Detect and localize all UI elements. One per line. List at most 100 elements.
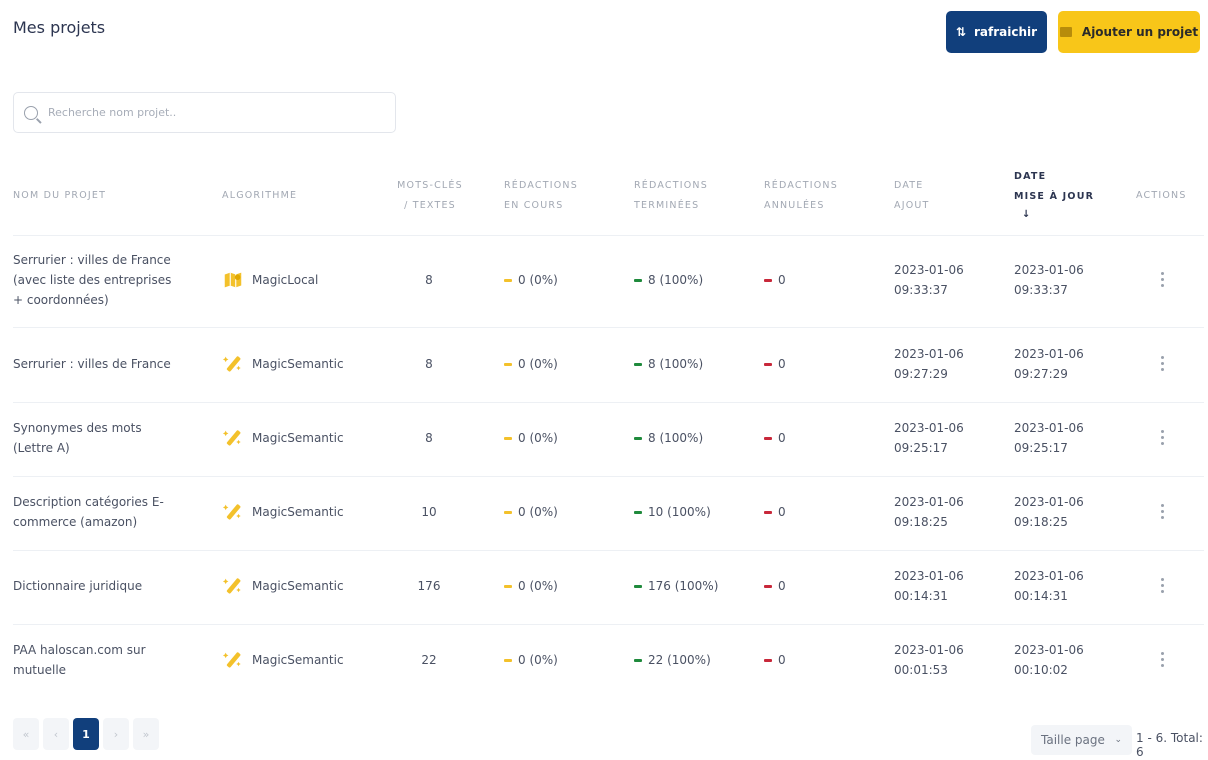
row-divider xyxy=(13,624,1204,625)
keywords-count: 176 xyxy=(417,579,441,593)
more-actions-icon[interactable] xyxy=(1155,354,1169,372)
date-updated-day: 2023-01-06 xyxy=(1014,643,1084,657)
header-project-name[interactable]: NOM DU PROJET xyxy=(13,190,107,201)
project-name-link[interactable]: PAA haloscan.com sur mutuelle xyxy=(13,643,146,677)
refresh-button-label: rafraichir xyxy=(974,25,1038,39)
keywords-count: 22 xyxy=(421,653,437,667)
more-actions-icon[interactable] xyxy=(1155,650,1169,668)
more-actions-icon[interactable] xyxy=(1155,576,1169,594)
date-added-day: 2023-01-06 xyxy=(894,569,964,583)
cancelled-value: 0 xyxy=(778,653,786,667)
header-done[interactable]: RÉDACTIONS TERMINÉES xyxy=(634,176,708,216)
done-status: 8 (100%) xyxy=(634,354,703,374)
done-marker xyxy=(634,278,642,282)
date-added-day: 2023-01-06 xyxy=(894,421,964,435)
magic-wand-icon xyxy=(222,501,244,523)
magic-wand-icon xyxy=(222,427,244,449)
date-updated-time: 09:25:17 xyxy=(1014,441,1068,455)
page-1-button[interactable]: 1 xyxy=(73,718,99,750)
project-name-link[interactable]: Synonymes des mots (Lettre A) xyxy=(13,421,142,455)
cancelled-marker xyxy=(764,584,772,588)
date-updated-day: 2023-01-06 xyxy=(1014,263,1084,277)
header-date-updated-line2: MISE À JOUR xyxy=(1014,191,1095,202)
cancelled-status: 0 xyxy=(764,428,786,448)
header-keywords[interactable]: MOTS-CLÉS / TEXTES xyxy=(394,176,466,216)
last-page-button[interactable]: » xyxy=(133,718,159,750)
cancelled-value: 0 xyxy=(778,579,786,593)
in-progress-value: 0 (0%) xyxy=(518,653,558,667)
first-page-button[interactable]: « xyxy=(13,718,39,750)
date-added: 2023-01-06 00:14:31 xyxy=(894,566,964,606)
header-keywords-line2: / TEXTES xyxy=(404,200,456,211)
header-done-line1: RÉDACTIONS xyxy=(634,180,708,191)
keywords-count: 8 xyxy=(425,357,433,371)
date-added-day: 2023-01-06 xyxy=(894,495,964,509)
page-size-select[interactable]: Taille page ⌄ xyxy=(1031,725,1132,755)
project-name-link[interactable]: Serrurier : villes de France (avec liste… xyxy=(13,253,172,307)
in-progress-status: 0 (0%) xyxy=(504,576,558,596)
done-marker xyxy=(634,362,642,366)
header-in-progress[interactable]: RÉDACTIONS EN COURS xyxy=(504,176,578,216)
refresh-icon: ⇅ xyxy=(955,25,966,39)
refresh-button[interactable]: ⇅ rafraichir xyxy=(946,11,1047,53)
search-input[interactable] xyxy=(48,106,368,119)
date-added-time: 09:25:17 xyxy=(894,441,948,455)
header-date-added-line2: AJOUT xyxy=(894,200,930,211)
project-name-link[interactable]: Dictionnaire juridique xyxy=(13,579,143,593)
header-date-added-line1: DATE xyxy=(894,180,924,191)
more-actions-icon[interactable] xyxy=(1155,270,1169,288)
keywords-count: 8 xyxy=(425,273,433,287)
done-marker xyxy=(634,436,642,440)
date-added-day: 2023-01-06 xyxy=(894,263,964,277)
date-added-time: 09:18:25 xyxy=(894,515,948,529)
prev-page-button[interactable]: ‹ xyxy=(43,718,69,750)
date-updated-day: 2023-01-06 xyxy=(1014,495,1084,509)
header-cancelled[interactable]: RÉDACTIONS ANNULÉES xyxy=(764,176,838,216)
algorithm-label: MagicSemantic xyxy=(252,653,344,667)
magic-wand-icon xyxy=(222,575,244,597)
add-project-button-label: Ajouter un projet xyxy=(1081,25,1199,39)
in-progress-value: 0 (0%) xyxy=(518,505,558,519)
in-progress-status: 0 (0%) xyxy=(504,650,558,670)
more-actions-icon[interactable] xyxy=(1155,428,1169,446)
search-icon xyxy=(24,105,38,120)
pagination: « ‹ 1 › » xyxy=(13,718,163,750)
search-box xyxy=(13,92,396,133)
map-icon xyxy=(222,269,244,291)
in-progress-status: 0 (0%) xyxy=(504,502,558,522)
cancelled-marker xyxy=(764,658,772,662)
cancelled-marker xyxy=(764,278,772,282)
header-algorithm[interactable]: ALGORITHME xyxy=(222,190,298,201)
done-value: 8 (100%) xyxy=(648,273,704,287)
date-added: 2023-01-06 00:01:53 xyxy=(894,640,964,680)
done-value: 10 (100%) xyxy=(648,505,711,519)
algorithm-cell: MagicSemantic xyxy=(222,575,344,597)
algorithm-cell: MagicSemantic xyxy=(222,353,344,375)
header-actions: ACTIONS xyxy=(1136,190,1187,201)
date-updated-time: 09:33:37 xyxy=(1014,283,1068,297)
in-progress-marker xyxy=(504,278,512,282)
done-value: 8 (100%) xyxy=(648,357,704,371)
header-date-added[interactable]: DATE AJOUT xyxy=(894,176,930,216)
in-progress-marker xyxy=(504,510,512,514)
header-done-line2: TERMINÉES xyxy=(634,200,700,211)
cancelled-value: 0 xyxy=(778,505,786,519)
next-page-button[interactable]: › xyxy=(103,718,129,750)
add-project-button[interactable]: Ajouter un projet xyxy=(1058,11,1200,53)
row-divider xyxy=(13,550,1204,551)
header-date-updated[interactable]: DATE MISE À JOUR ↓ xyxy=(1014,167,1094,223)
cancelled-marker xyxy=(764,362,772,366)
done-status: 22 (100%) xyxy=(634,650,711,670)
in-progress-value: 0 (0%) xyxy=(518,431,558,445)
in-progress-marker xyxy=(504,362,512,366)
in-progress-marker xyxy=(504,658,512,662)
project-name-link[interactable]: Description catégories E-commerce (amazo… xyxy=(13,495,164,529)
more-actions-icon[interactable] xyxy=(1155,502,1169,520)
date-updated-time: 09:27:29 xyxy=(1014,367,1068,381)
cancelled-value: 0 xyxy=(778,357,786,371)
date-added: 2023-01-06 09:27:29 xyxy=(894,344,964,384)
keywords-count: 8 xyxy=(425,431,433,445)
project-name-link[interactable]: Serrurier : villes de France xyxy=(13,357,171,371)
header-in-progress-line1: RÉDACTIONS xyxy=(504,180,578,191)
done-status: 8 (100%) xyxy=(634,270,703,290)
